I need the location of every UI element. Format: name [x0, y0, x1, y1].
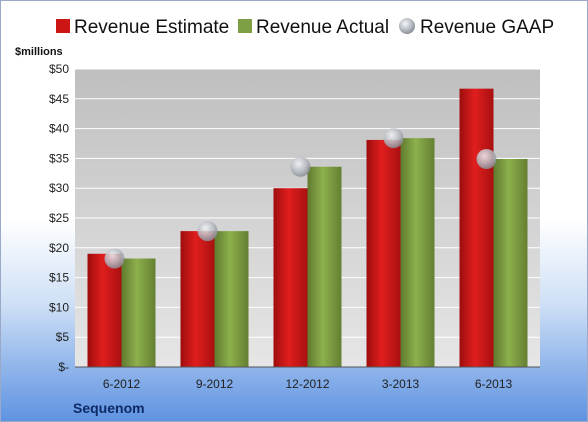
- x-tick-label: 6-2012: [103, 377, 141, 391]
- y-tick-label: $40: [49, 122, 69, 136]
- legend: Revenue Estimate Revenue Actual Revenue …: [56, 17, 554, 38]
- x-tick-label: 3-2013: [382, 377, 420, 391]
- gaap-marker: [197, 221, 218, 242]
- bar-actual: [400, 138, 435, 367]
- y-tick-label: $50: [49, 62, 69, 76]
- gaap-marker: [104, 248, 125, 269]
- legend-swatch-estimate: [56, 19, 70, 33]
- y-tick-label: $10: [49, 300, 69, 314]
- x-tick-labels: 6-2012 9-2012 12-2012 3-2013 6-2013: [103, 377, 513, 391]
- gaap-markers: [104, 128, 497, 269]
- bar-actual: [493, 158, 528, 367]
- gaap-marker: [476, 148, 497, 169]
- x-tick-label: 6-2013: [475, 377, 513, 391]
- y-tick-label: $35: [49, 151, 69, 165]
- y-tick-labels: $- $5 $10 $15 $20 $25 $30 $35 $40 $45 $50: [49, 62, 69, 374]
- y-tick-label: $5: [56, 330, 70, 344]
- gaap-marker: [383, 128, 404, 149]
- y-tick-label: $25: [49, 211, 69, 225]
- x-tick-label: 12-2012: [285, 377, 329, 391]
- x-tick-label: 9-2012: [196, 377, 234, 391]
- bar-estimate: [87, 253, 122, 367]
- y-tick-label: $45: [49, 92, 69, 106]
- y-tick-label: $-: [58, 360, 69, 374]
- bar-actual: [121, 258, 156, 367]
- bar-actual: [307, 166, 342, 367]
- y-tick-label: $30: [49, 181, 69, 195]
- legend-swatch-actual: [238, 19, 252, 33]
- bar-series: [87, 88, 528, 367]
- legend-marker-gaap: [399, 18, 415, 34]
- bar-estimate: [459, 88, 494, 367]
- legend-label-actual: Revenue Actual: [256, 17, 389, 38]
- bar-estimate: [180, 231, 215, 367]
- y-tick-label: $20: [49, 241, 69, 255]
- bar-estimate: [273, 188, 308, 367]
- y-tick-label: $15: [49, 271, 69, 285]
- bar-actual: [214, 231, 249, 367]
- company-name: Sequenom: [73, 400, 145, 416]
- bar-estimate: [366, 139, 401, 367]
- legend-label-gaap: Revenue GAAP: [420, 17, 554, 38]
- legend-label-estimate: Revenue Estimate: [74, 17, 229, 38]
- gaap-marker: [290, 156, 311, 177]
- units-label: $millions: [15, 46, 63, 58]
